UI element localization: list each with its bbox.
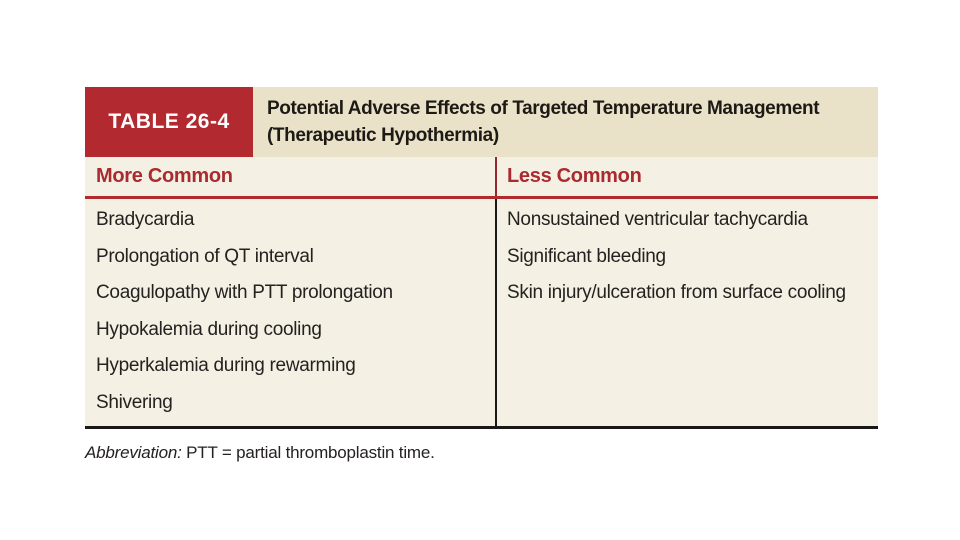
table-26-4: TABLE 26-4 Potential Adverse Effects of … [85,87,878,463]
header-red-rule [85,196,878,199]
list-item: Bradycardia [96,209,195,230]
more-common-list: Bradycardia Prolongation of QT interval … [85,199,497,426]
less-common-list: Nonsustained ventricular tachycardia Sig… [497,199,878,426]
table-title-line1: Potential Adverse Effects of Targeted Te… [267,98,820,119]
table-body: Bradycardia Prolongation of QT interval … [85,199,878,429]
table-title: Potential Adverse Effects of Targeted Te… [253,87,878,157]
table-footnote: Abbreviation: PTT = partial thromboplast… [85,443,878,463]
list-item: Hypokalemia during cooling [96,318,322,340]
column-header-row: More Common Less Common [85,157,878,196]
column-header-more-common: More Common [85,157,497,196]
table-badge-label: TABLE 26-4 [108,110,230,133]
footnote-text: PTT = partial thromboplastin time. [186,443,435,462]
list-item: Skin injury/ulceration from surface cool… [507,282,846,303]
list-item: Prolongation of QT interval [96,245,314,267]
list-item: Coagulopathy with PTT prolongation [96,282,393,303]
list-item: Nonsustained ventricular tachycardia [507,209,808,230]
list-item: Significant bleeding [507,245,666,267]
list-item: Hyperkalemia during rewarming [96,355,356,376]
table-badge: TABLE 26-4 [85,87,253,157]
table-title-line2: (Therapeutic Hypothermia) [267,125,499,146]
footnote-label: Abbreviation: [85,443,182,462]
list-item: Shivering [96,391,173,413]
column-header-less-common: Less Common [507,165,642,187]
table-title-band: TABLE 26-4 Potential Adverse Effects of … [85,87,878,157]
